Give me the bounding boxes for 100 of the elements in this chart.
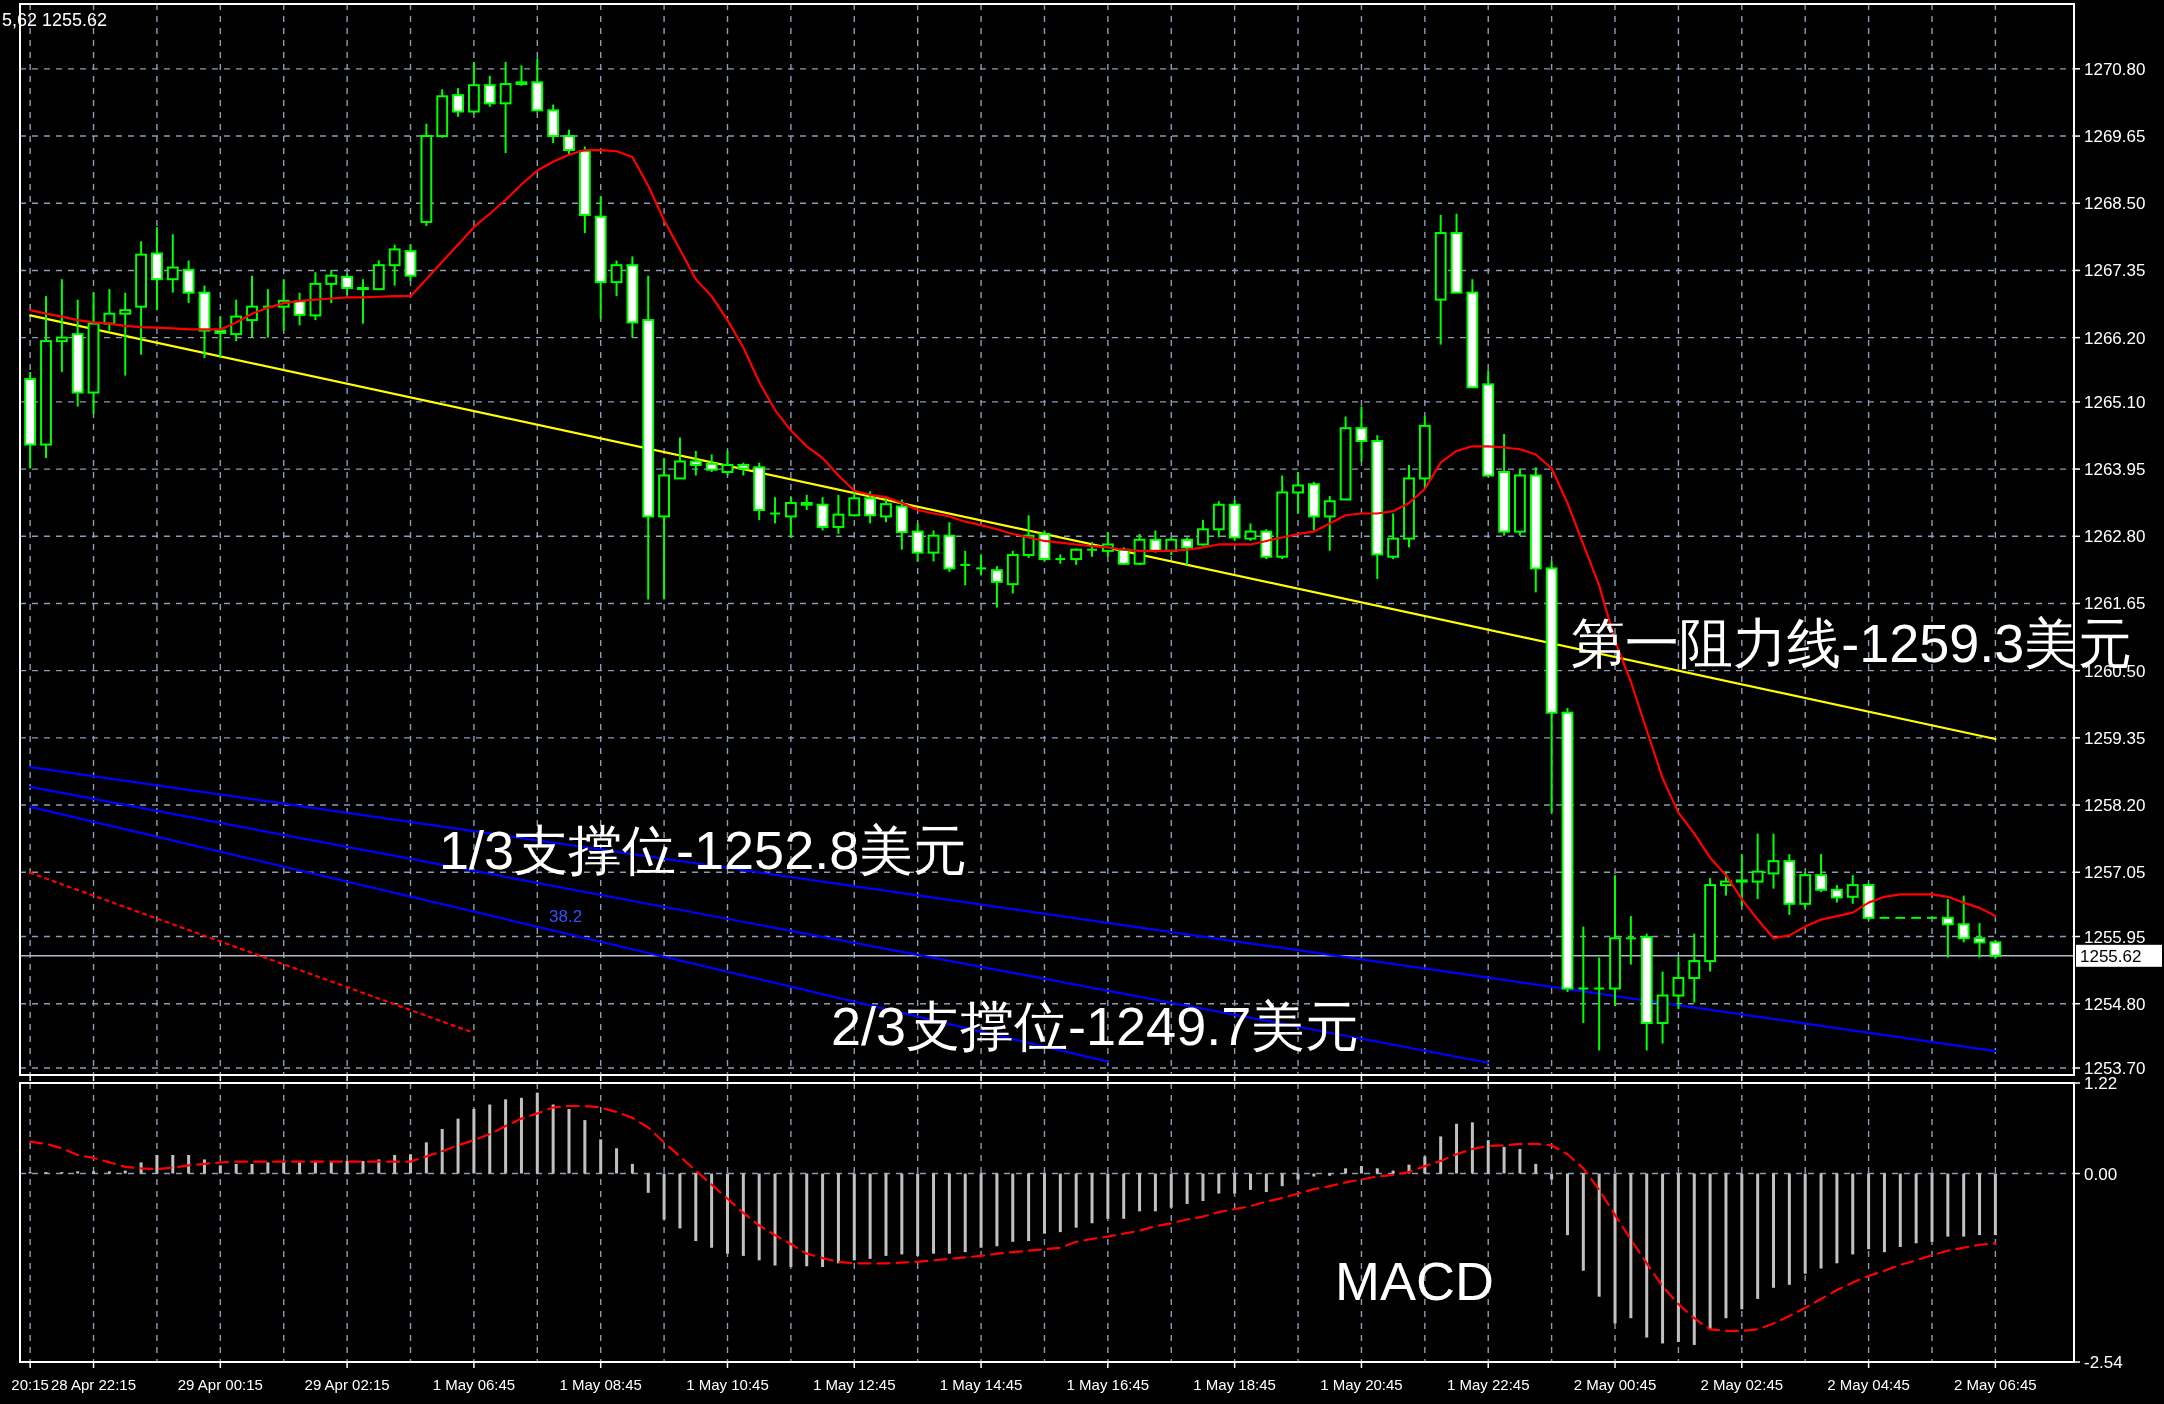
bar <box>1090 1173 1094 1224</box>
x-tick-label: 29 Apr 02:15 <box>304 1376 390 1393</box>
bar <box>76 1171 80 1174</box>
candlestick <box>1735 853 1748 908</box>
candlestick <box>816 496 829 532</box>
bar <box>1185 1173 1189 1204</box>
bar <box>1217 1173 1221 1194</box>
bar <box>456 1118 460 1174</box>
x-tick-label: 1 May 12:45 <box>813 1376 896 1393</box>
line-series <box>29 1104 1997 1332</box>
candlestick <box>880 496 892 524</box>
bar <box>250 1163 254 1174</box>
candlestick <box>563 128 575 156</box>
candlestick <box>674 436 686 480</box>
candlestick <box>1846 874 1859 905</box>
bar <box>1169 1173 1173 1208</box>
y-tick-label: 1266.20 <box>2084 328 2146 348</box>
bar <box>1122 1173 1126 1219</box>
candlestick <box>848 490 861 518</box>
bar <box>107 1171 111 1174</box>
candlestick <box>1941 898 1954 959</box>
bar <box>1375 1168 1379 1174</box>
y-tick-label: 1254.80 <box>2084 994 2146 1014</box>
candlestick <box>1387 512 1400 561</box>
y-tick-label: 1270.80 <box>2084 59 2146 79</box>
bar <box>1962 1173 1966 1237</box>
bar <box>900 1173 904 1255</box>
candlestick <box>1578 925 1589 1024</box>
bar <box>821 1173 825 1268</box>
bar <box>836 1173 840 1264</box>
bar <box>884 1173 888 1256</box>
bar <box>1470 1122 1474 1174</box>
candlestick <box>1355 405 1368 463</box>
candlestick <box>784 496 797 539</box>
x-tick-label: 1 May 06:45 <box>432 1376 516 1393</box>
bar <box>646 1173 650 1193</box>
bar <box>155 1154 159 1174</box>
y-tick-label: 1262.80 <box>2084 527 2146 547</box>
candlestick <box>1957 894 1970 944</box>
bar <box>92 1171 96 1174</box>
candlestick <box>960 549 971 587</box>
bar <box>1264 1173 1268 1193</box>
bar <box>1153 1173 1157 1212</box>
candlestick <box>689 449 702 477</box>
bar <box>916 1173 920 1256</box>
bar <box>868 1173 872 1259</box>
bar <box>725 1173 729 1254</box>
bar <box>266 1162 270 1174</box>
bar <box>789 1173 793 1268</box>
bar <box>979 1173 983 1248</box>
bar <box>678 1173 682 1229</box>
bar <box>694 1173 698 1242</box>
y-tick-label: 1265.10 <box>2084 392 2146 412</box>
candlestick <box>1973 922 1986 959</box>
bar <box>1708 1173 1712 1330</box>
bar <box>1502 1146 1506 1174</box>
candlestick <box>1815 853 1827 894</box>
bar <box>1359 1166 1363 1174</box>
bar <box>1898 1173 1902 1247</box>
ref-line-label: 1255.62 <box>2080 946 2142 966</box>
bar <box>1486 1140 1490 1174</box>
bar <box>1058 1173 1062 1233</box>
bar <box>741 1173 745 1256</box>
bar <box>947 1173 951 1254</box>
bar <box>361 1160 365 1174</box>
bar <box>1344 1168 1348 1174</box>
bar <box>1565 1173 1569 1236</box>
candlestick <box>1625 915 1636 966</box>
candlestick <box>357 278 369 325</box>
candlestick <box>166 233 179 294</box>
candlestick <box>1688 932 1701 1004</box>
bar <box>234 1163 238 1174</box>
bar <box>1581 1173 1585 1271</box>
bar <box>519 1097 523 1174</box>
bar <box>488 1104 492 1174</box>
candlestick <box>55 278 68 374</box>
bar <box>710 1173 714 1248</box>
candlestick <box>1751 832 1764 901</box>
bar <box>1914 1173 1918 1244</box>
x-tick-label: 1 May 10:45 <box>686 1376 769 1393</box>
bar <box>757 1173 761 1261</box>
candlestick <box>515 64 528 87</box>
bar <box>1074 1173 1078 1228</box>
bar <box>1676 1173 1680 1342</box>
candlestick <box>1197 518 1209 547</box>
bar <box>805 1173 809 1267</box>
candlestick <box>325 268 338 305</box>
bar <box>1518 1149 1522 1174</box>
bar <box>1978 1173 1982 1236</box>
bar <box>1851 1173 1855 1255</box>
x-tick-label: 1 May 16:45 <box>1066 1376 1150 1393</box>
bar <box>1201 1173 1205 1201</box>
bar <box>535 1092 539 1174</box>
candlestick <box>182 259 195 305</box>
candlestick <box>499 60 512 154</box>
bar <box>630 1163 634 1174</box>
candlestick <box>1292 471 1304 515</box>
bar <box>599 1139 603 1174</box>
x-tick-label: 2 May 02:45 <box>1700 1376 1784 1393</box>
y-tick-label: 1255.95 <box>2084 927 2146 947</box>
